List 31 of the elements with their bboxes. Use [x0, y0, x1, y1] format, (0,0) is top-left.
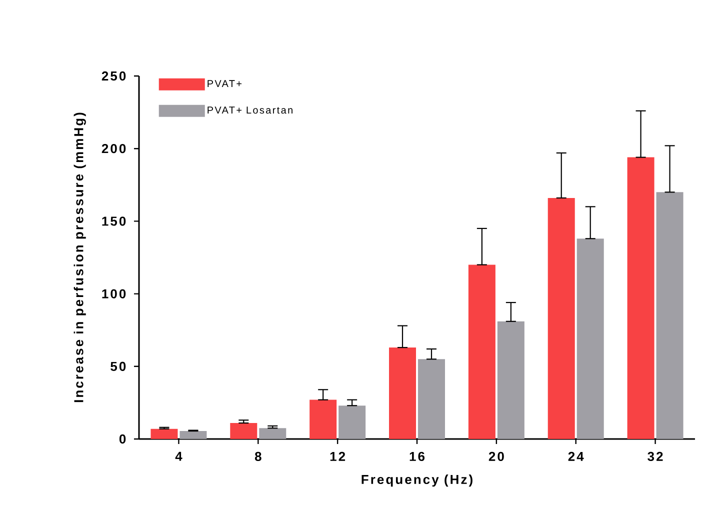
bar	[548, 198, 575, 439]
bar	[180, 431, 207, 439]
x-tick-label: 20	[488, 452, 504, 462]
x-tick-label: 12	[330, 452, 346, 461]
bar	[468, 264, 496, 439]
y-tick-label: 50	[110, 362, 126, 371]
bar	[310, 400, 337, 439]
y-axis-title: Increase in perfusion pressure (mmHg)	[74, 112, 86, 402]
y-tick-label: 250	[102, 71, 126, 81]
bar	[576, 238, 604, 439]
bar	[418, 359, 445, 439]
bar	[259, 428, 286, 439]
bar	[627, 157, 654, 439]
y-tick-label: 200	[102, 144, 126, 154]
x-axis-title: Frequency (Hz)	[362, 474, 472, 487]
legend-label: PVAT+ Losartan	[208, 106, 292, 114]
bar	[338, 406, 366, 439]
y-tick-label: 100	[102, 289, 126, 298]
bar	[497, 321, 524, 439]
bar	[230, 423, 258, 439]
bar	[150, 428, 178, 439]
x-tick-label: 8	[254, 452, 262, 462]
y-tick-label: 150	[102, 216, 126, 226]
legend-label: PVAT+	[208, 80, 242, 88]
x-tick-label: 4	[175, 452, 182, 461]
x-tick-label: 24	[568, 452, 584, 461]
y-tick-label: 0	[119, 434, 126, 444]
bar	[656, 192, 684, 439]
x-tick-label: 16	[410, 452, 425, 462]
x-tick-label: 32	[648, 452, 663, 462]
bar	[389, 348, 416, 439]
